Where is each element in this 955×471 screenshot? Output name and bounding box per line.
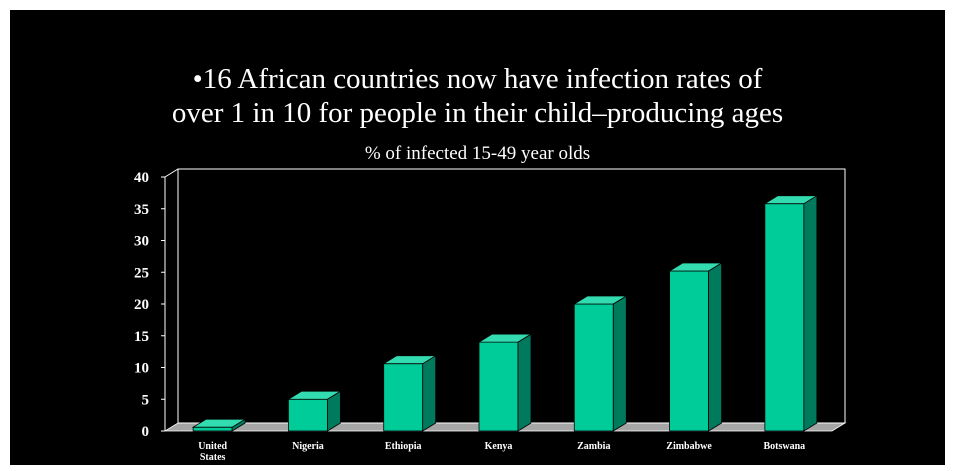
headline-line-1: •16 African countries now have infection… [192, 63, 763, 95]
y-tick-label: 35 [134, 202, 149, 218]
x-tick-label: Ethiopia [385, 441, 422, 452]
bar-front [478, 341, 519, 432]
bar-front [288, 398, 328, 432]
y-tick-label: 40 [134, 170, 149, 186]
bar-top [668, 262, 723, 272]
y-tick-label: 25 [134, 265, 149, 281]
chart-title: % of infected 15-49 year olds [364, 143, 591, 164]
x-tick-label: Zimbabwe [666, 441, 712, 452]
bar-front [764, 203, 805, 432]
bar-front [383, 363, 424, 432]
bar-top [287, 390, 342, 400]
headline-line-2: over 1 in 10 for people in their child–p… [171, 97, 784, 129]
bar-top [382, 355, 438, 365]
y-tick-label: 15 [134, 329, 149, 345]
x-tick-label: United [198, 441, 227, 452]
y-tick-label: 5 [142, 392, 150, 408]
bar-top [763, 195, 819, 205]
y-tick-label: 10 [134, 361, 149, 377]
y-tick-label: 20 [134, 297, 149, 313]
chart-wall-edge [164, 168, 179, 178]
x-tick-label: Kenya [485, 441, 513, 452]
y-tick-label: 30 [134, 234, 149, 250]
bar-side [708, 262, 722, 432]
slide: •16 African countries now have infection… [10, 10, 945, 465]
x-tick-label: Botswana [764, 441, 806, 452]
bar-side [612, 295, 627, 432]
bar-side [803, 194, 818, 432]
bar-front [192, 426, 233, 432]
bar-front [573, 303, 614, 432]
bar-top [572, 295, 628, 305]
x-tick-label: Nigeria [292, 441, 324, 452]
bar-side [517, 333, 532, 432]
x-tick-label: Zambia [577, 441, 610, 452]
bar-side [422, 354, 437, 432]
x-tick-label: States [200, 452, 226, 463]
bar-front [669, 270, 709, 432]
bar-top [477, 333, 533, 343]
y-tick-label: 0 [142, 424, 150, 440]
bar-top [191, 418, 247, 428]
